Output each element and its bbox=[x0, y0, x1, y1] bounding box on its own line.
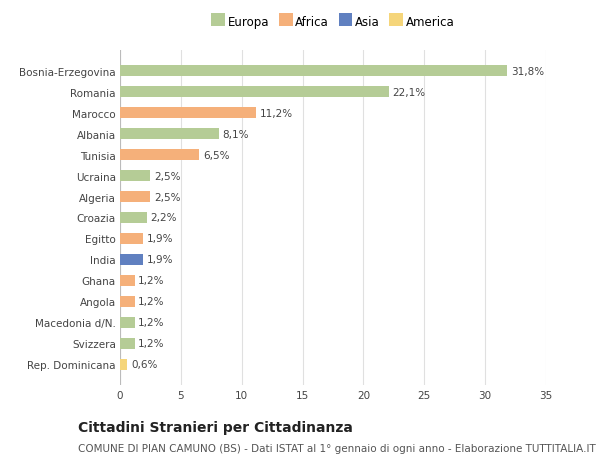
Text: 2,5%: 2,5% bbox=[154, 192, 181, 202]
Text: 0,6%: 0,6% bbox=[131, 359, 157, 369]
Bar bbox=[120, 275, 134, 286]
Bar bbox=[120, 296, 134, 308]
Text: 2,2%: 2,2% bbox=[151, 213, 177, 223]
Text: 1,9%: 1,9% bbox=[147, 234, 173, 244]
Bar bbox=[120, 129, 218, 140]
Bar bbox=[120, 191, 151, 203]
Bar bbox=[120, 233, 143, 245]
Text: 1,2%: 1,2% bbox=[138, 276, 165, 286]
Text: 1,9%: 1,9% bbox=[147, 255, 173, 265]
Bar bbox=[120, 317, 134, 329]
Text: 8,1%: 8,1% bbox=[222, 129, 249, 139]
Bar bbox=[120, 212, 147, 224]
Bar bbox=[120, 170, 151, 182]
Bar bbox=[120, 338, 134, 349]
Text: 6,5%: 6,5% bbox=[203, 150, 229, 160]
Text: 1,2%: 1,2% bbox=[138, 339, 165, 349]
Text: 2,5%: 2,5% bbox=[154, 171, 181, 181]
Bar bbox=[120, 107, 256, 119]
Text: 31,8%: 31,8% bbox=[511, 67, 544, 77]
Legend: Europa, Africa, Asia, America: Europa, Africa, Asia, America bbox=[211, 16, 455, 29]
Bar bbox=[120, 359, 127, 370]
Bar bbox=[120, 150, 199, 161]
Text: 22,1%: 22,1% bbox=[392, 87, 426, 97]
Text: COMUNE DI PIAN CAMUNO (BS) - Dati ISTAT al 1° gennaio di ogni anno - Elaborazion: COMUNE DI PIAN CAMUNO (BS) - Dati ISTAT … bbox=[78, 443, 596, 453]
Bar bbox=[120, 66, 507, 77]
Bar bbox=[120, 254, 143, 266]
Text: 11,2%: 11,2% bbox=[260, 108, 293, 118]
Text: Cittadini Stranieri per Cittadinanza: Cittadini Stranieri per Cittadinanza bbox=[78, 420, 353, 434]
Text: 1,2%: 1,2% bbox=[138, 297, 165, 307]
Text: 1,2%: 1,2% bbox=[138, 318, 165, 328]
Bar bbox=[120, 87, 389, 98]
